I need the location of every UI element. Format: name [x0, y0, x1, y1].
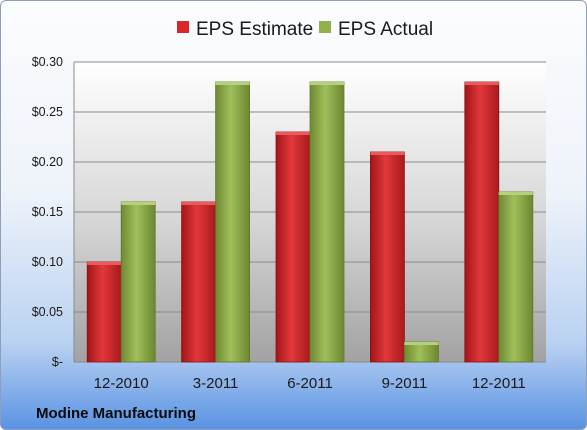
- bar-eps-actual: [309, 81, 345, 363]
- bar-eps-estimate: [464, 81, 500, 363]
- y-tick-label: $-: [52, 355, 63, 369]
- legend-swatch-estimate: [177, 21, 189, 33]
- y-axis-ticks: $- $0.05 $0.10 $0.15 $0.20 $0.25 $0.30: [32, 55, 63, 369]
- y-tick-label: $0.10: [32, 255, 63, 269]
- legend: EPS Estimate EPS Actual: [177, 19, 433, 40]
- y-tick-label: $0.05: [32, 305, 63, 319]
- y-tick-label: $0.25: [32, 105, 63, 119]
- bar-eps-actual: [498, 191, 534, 363]
- bar-top-rim: [310, 82, 344, 85]
- bar-eps-actual: [215, 81, 251, 363]
- legend-label-estimate: EPS Estimate: [196, 19, 313, 40]
- bar-eps-estimate: [181, 201, 217, 363]
- bar-top-rim: [181, 202, 216, 205]
- bar-eps-estimate: [275, 131, 311, 363]
- y-tick-label: $0.15: [32, 205, 63, 219]
- company-name: Modine Manufacturing: [36, 405, 196, 422]
- x-category-label: 12-2010: [94, 375, 149, 392]
- x-axis-categories: 12-2010 3-2011 6-2011 9-2011 12-2011: [94, 375, 526, 392]
- bar-top-rim: [121, 202, 156, 205]
- legend-label-actual: EPS Actual: [338, 19, 433, 40]
- x-category-label: 12-2011: [472, 375, 526, 392]
- x-category-label: 9-2011: [382, 375, 428, 392]
- legend-swatch-actual: [319, 21, 331, 33]
- y-tick-label: $0.20: [32, 155, 63, 169]
- bar-eps-estimate: [86, 261, 122, 363]
- bar-eps-actual: [120, 201, 156, 363]
- bar-top-rim: [498, 192, 533, 195]
- y-tick-label: $0.30: [32, 55, 63, 69]
- bar-top-rim: [87, 262, 122, 265]
- bar-top-rim: [370, 152, 405, 155]
- x-category-label: 6-2011: [287, 375, 333, 392]
- bar-top-rim: [276, 132, 310, 135]
- bars: [86, 81, 534, 363]
- bar-top-rim: [404, 342, 439, 345]
- x-category-label: 3-2011: [193, 375, 239, 392]
- bar-top-rim: [215, 82, 250, 85]
- bar-top-rim: [464, 82, 499, 85]
- bar-eps-estimate: [369, 151, 405, 363]
